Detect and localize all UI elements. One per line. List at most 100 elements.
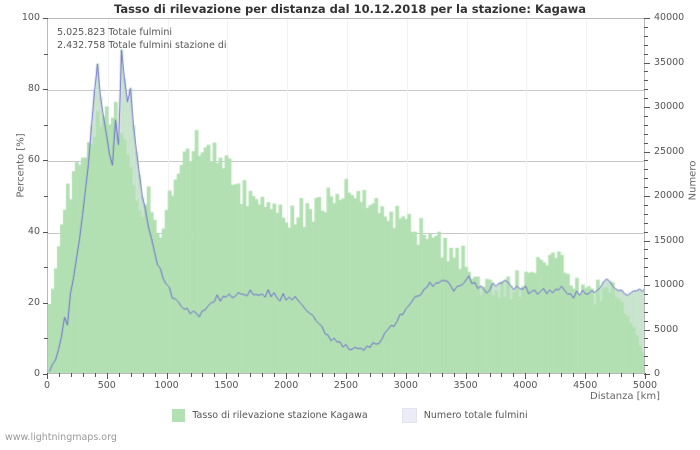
x-axis-minor-tick	[130, 373, 132, 377]
chart-annotation: 5.025.823 Totale fulmini 2.432.758 Total…	[57, 26, 227, 52]
y-axis-right-tick	[644, 18, 650, 19]
x-axis-minor-tick	[441, 373, 443, 377]
y-axis-right-minor-tick	[644, 258, 648, 260]
x-axis-label: Distanza [km]	[590, 391, 660, 402]
y-axis-right-tick-label: 15000	[654, 234, 685, 246]
y-axis-right-minor-tick	[644, 311, 648, 313]
y-axis-right-tick-label: 10000	[654, 279, 685, 290]
y-axis-right-minor-tick	[644, 80, 648, 82]
y-axis-left-minor-tick	[44, 267, 48, 269]
y-axis-right-tick-label: 40000	[654, 12, 685, 23]
x-axis-minor-tick	[381, 373, 383, 377]
x-axis-tick	[166, 373, 168, 379]
y-axis-right-minor-tick	[644, 347, 648, 349]
y-axis-right-minor-tick	[644, 98, 648, 100]
y-axis-right-tick	[644, 62, 650, 64]
y-axis-right-minor-tick	[644, 276, 648, 278]
x-axis-tick-label: 4000	[513, 380, 538, 391]
x-axis-tick-label: 5000	[632, 380, 658, 391]
x-axis-minor-tick	[393, 373, 395, 377]
y-axis-right-tick	[644, 240, 650, 242]
y-axis-right-minor-tick	[644, 53, 648, 55]
y-axis-right-tick	[644, 107, 650, 108]
x-axis-minor-tick	[70, 373, 72, 377]
y-axis-left-tick-label: 100	[21, 12, 40, 23]
y-axis-right-minor-tick	[644, 44, 648, 46]
chart-canvas	[48, 19, 644, 373]
x-axis-minor-tick	[250, 373, 252, 377]
y-axis-right-minor-tick	[644, 169, 648, 171]
x-axis-minor-tick	[118, 373, 120, 377]
y-axis-right-tick-label: 30000	[654, 101, 685, 112]
legend-swatch	[401, 408, 417, 423]
x-axis-minor-tick	[477, 373, 479, 377]
x-axis-tick-label: 0	[43, 380, 51, 391]
x-axis-minor-tick	[549, 373, 551, 377]
x-axis-minor-tick	[274, 373, 276, 377]
annotation-line-1: 5.025.823 Totale fulmini	[57, 27, 172, 38]
page-title: Tasso di rilevazione per distanza dal 10…	[113, 2, 587, 16]
y-axis-left-tick-label: 40	[27, 225, 40, 237]
legend-label: Tasso di rilevazione stazione Kagawa	[192, 410, 368, 421]
y-axis-left-minor-tick	[44, 196, 48, 197]
y-axis-right-tick	[644, 374, 650, 375]
y-axis-left-minor-tick	[44, 53, 48, 55]
y-axis-right-minor-tick	[644, 222, 648, 224]
x-axis-minor-tick	[453, 373, 455, 377]
x-axis-minor-tick	[142, 373, 144, 377]
y-axis-right-minor-tick	[644, 160, 648, 162]
plot-area	[47, 18, 645, 374]
y-axis-right-tick	[644, 196, 650, 197]
y-axis-right-minor-tick	[644, 133, 648, 135]
chart-legend: Tasso di rilevazione stazione Kagawa Nume…	[0, 408, 700, 423]
y-axis-right-minor-tick	[644, 231, 648, 233]
x-axis-tick-label: 1000	[154, 380, 179, 391]
legend-swatch	[172, 409, 186, 422]
x-axis-tick	[346, 373, 347, 379]
x-axis-minor-tick	[573, 373, 575, 377]
y-axis-right-minor-tick	[644, 204, 648, 206]
annotation-line-2: 2.432.758 Totale fulmini stazione di	[57, 40, 227, 51]
y-axis-right-minor-tick	[644, 142, 648, 144]
x-axis-tick	[47, 373, 48, 379]
y-axis-right-minor-tick	[644, 35, 648, 37]
y-axis-right-minor-tick	[644, 338, 648, 340]
y-axis-left-minor-tick	[44, 338, 48, 340]
y-axis-right-minor-tick	[644, 187, 648, 189]
y-axis-right-minor-tick	[644, 115, 648, 117]
x-axis-tick	[286, 373, 288, 379]
y-axis-right-minor-tick	[644, 293, 648, 295]
x-axis-tick-label: 4500	[573, 380, 598, 391]
x-axis-minor-tick	[513, 373, 515, 377]
x-axis-tick-label: 1500	[214, 380, 239, 391]
y-axis-right-minor-tick	[644, 89, 648, 91]
y-axis-left-tick-label: 20	[27, 296, 40, 308]
x-axis-tick	[525, 373, 527, 379]
x-axis-minor-tick	[417, 373, 419, 377]
x-axis-minor-tick	[238, 373, 240, 377]
x-axis-minor-tick	[190, 373, 192, 377]
y-axis-left-tick	[43, 302, 48, 304]
y-axis-right-minor-tick	[644, 249, 648, 251]
y-axis-right-minor-tick	[644, 320, 648, 322]
y-axis-left-tick	[43, 374, 48, 375]
x-axis-tick-label: 2500	[333, 380, 359, 391]
legend-entry[interactable]: Tasso di rilevazione stazione Kagawa	[172, 409, 368, 422]
y-axis-right-tick-label: 35000	[654, 56, 685, 68]
x-axis-minor-tick	[154, 373, 156, 377]
y-axis-right-tick-label: 5000	[654, 323, 679, 335]
y-axis-right-tick-label: 25000	[654, 145, 685, 157]
footer-credit: www.lightningmaps.org	[5, 432, 117, 443]
y-axis-left-tick	[43, 89, 48, 91]
x-axis-tick	[645, 373, 646, 379]
x-axis-tick	[226, 373, 228, 379]
x-axis-tick-label: 2000	[274, 380, 299, 391]
y-axis-right-minor-tick	[644, 356, 648, 358]
y-axis-right-minor-tick	[644, 178, 648, 180]
x-axis-minor-tick	[214, 373, 216, 377]
x-axis-minor-tick	[621, 373, 623, 377]
y-axis-right-tick	[644, 329, 650, 331]
legend-entry[interactable]: Numero totale fulmini	[401, 408, 528, 423]
y-axis-right-minor-tick	[644, 213, 648, 215]
y-axis-left-tick	[43, 160, 48, 162]
